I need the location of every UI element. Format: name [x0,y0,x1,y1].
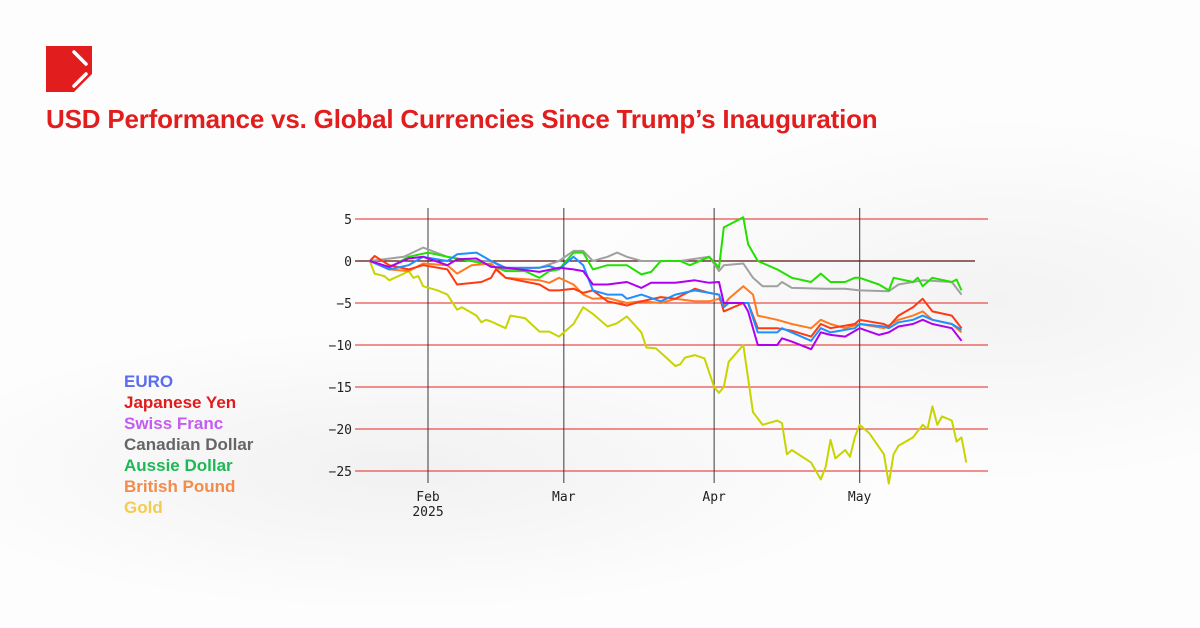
series-line-japanese-yen [369,255,963,338]
y-tick-label: −20 [329,423,352,438]
series-line-aussie-dollar [369,216,963,292]
x-tick-label: Feb [416,490,440,505]
chart-legend: EURO Japanese Yen Swiss Franc Canadian Doll… [124,371,253,518]
series-line-euro [369,251,963,342]
legend-item: Gold [124,498,163,517]
x-tick-sublabel: 2025 [412,505,443,520]
y-tick-label: −15 [329,381,352,396]
y-tick-label: −25 [329,465,352,480]
page-title: USD Performance vs. Global Currencies Si… [46,104,878,134]
legend-item: Japanese Yen [124,393,237,412]
legend-item: British Pound [124,477,236,496]
y-tick-label: −10 [329,339,352,354]
legend-item: Canadian Dollar [124,435,254,454]
series-line-gold [368,260,968,485]
x-tick-label: Apr [702,490,726,505]
x-tick-label: May [848,490,872,505]
legend-item: Aussie Dollar [124,456,233,475]
y-tick-label: −5 [336,297,352,312]
legend-item: EURO [124,372,174,391]
brand-logo [46,46,92,92]
y-tick-label: 5 [344,213,352,228]
y-tick-label: 0 [344,255,352,270]
series-line-swiss-franc [369,255,963,351]
legend-item: Swiss Franc [124,414,224,433]
x-tick-label: Mar [552,490,576,505]
